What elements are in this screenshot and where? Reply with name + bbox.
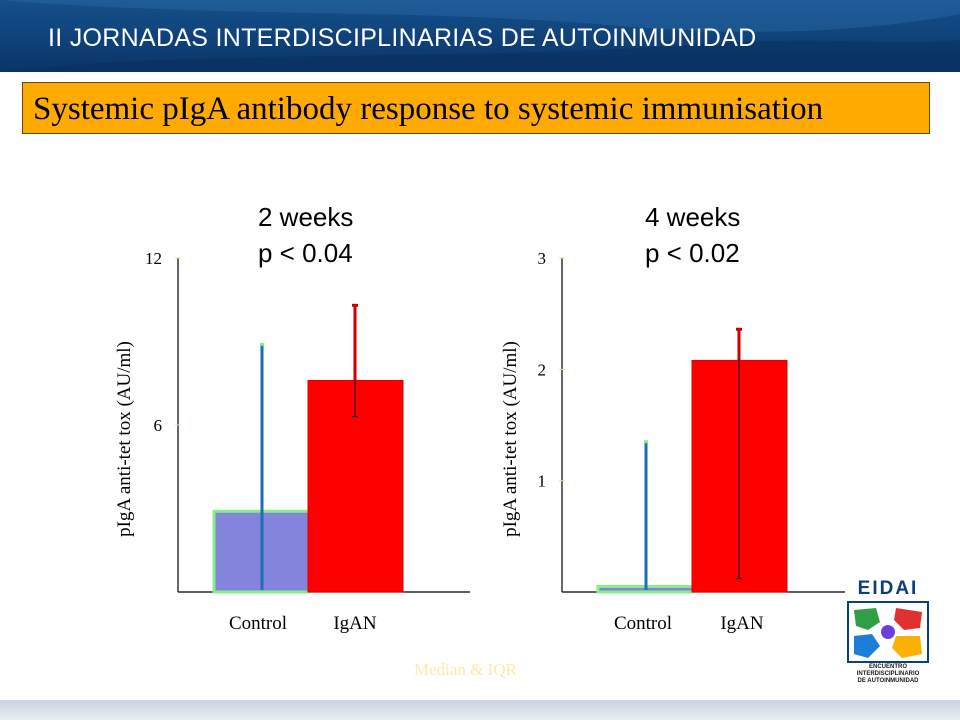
logo-caption: ENCUENTRO INTERDISCIPLINARIO DE AUTOINMU… [846, 664, 930, 685]
header-title: II JORNADAS INTERDISCIPLINARIAS DE AUTOI… [48, 24, 757, 52]
y-tick-label: 6 [154, 416, 163, 435]
y-tick-label: 3 [538, 249, 547, 268]
y-tick-label: 12 [145, 249, 162, 268]
logo-hands-graphic [847, 601, 929, 663]
logo-line3: DE AUTOINMUNIDAD [857, 678, 919, 684]
y-axis-title: pIgA anti-tet tox (AU/ml) [500, 341, 521, 537]
logo-line2: INTERDISCIPLINARIO [856, 671, 920, 677]
x-category-label: IgAN [333, 613, 377, 634]
eidai-logo: EIDAI ENCUENTRO INTERDISCIPLINARIO DE AU… [846, 578, 930, 696]
timepoint-label: 2 weeks [258, 202, 353, 232]
y-tick-label: 2 [538, 360, 547, 379]
header-band: II JORNADAS INTERDISCIPLINARIAS DE AUTOI… [0, 0, 960, 72]
footnote: Median & IQR [414, 660, 517, 679]
bottom-bar [0, 700, 960, 720]
logo-name: EIDAI [857, 578, 919, 599]
slide-title: Systemic pIgA antibody response to syste… [22, 82, 930, 134]
p-value-label: p < 0.02 [645, 238, 740, 268]
header-wave-decoration [0, 0, 960, 72]
y-axis-title: pIgA anti-tet tox (AU/ml) [114, 341, 135, 537]
timepoint-label: 4 weeks [645, 202, 740, 232]
y-tick-label: 1 [538, 472, 547, 491]
x-category-label: Control [229, 613, 287, 634]
logo-line1: ENCUENTRO [868, 664, 907, 670]
x-category-label: Control [614, 613, 672, 634]
p-value-label: p < 0.04 [258, 238, 353, 268]
x-category-label: IgAN [720, 613, 764, 634]
